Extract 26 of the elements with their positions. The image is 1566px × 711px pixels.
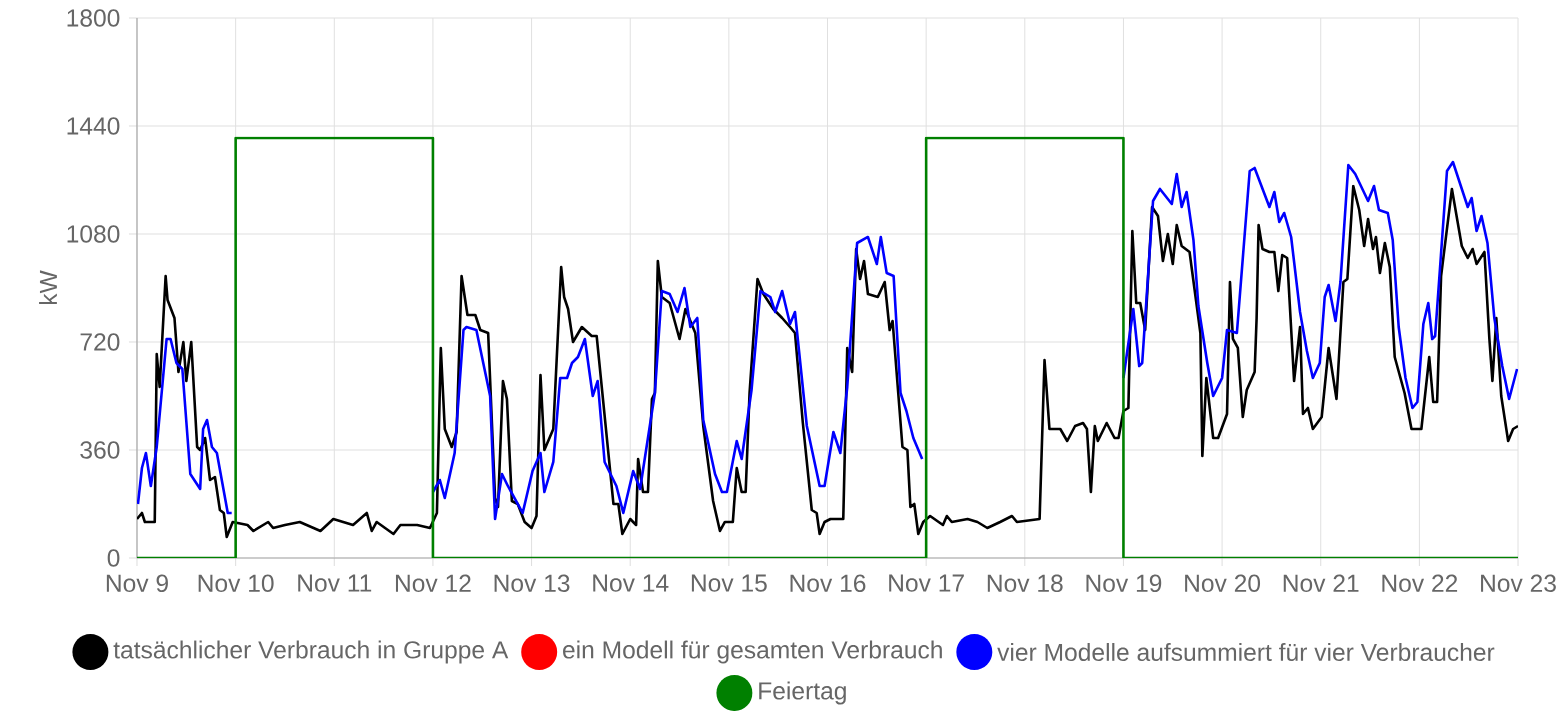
x-tick-label: Nov 17 bbox=[889, 574, 964, 592]
y-tick-label: 1440 bbox=[67, 117, 120, 135]
legend-label: Feiertag bbox=[759, 681, 846, 705]
x-tick-label: Nov 20 bbox=[1185, 574, 1261, 593]
x-tick-label: Nov 10 bbox=[198, 574, 274, 593]
y-tick-label: 720 bbox=[80, 333, 120, 351]
y-axis-title: kW bbox=[39, 270, 57, 305]
x-tick-label: Nov 22 bbox=[1382, 574, 1458, 593]
x-tick-label: Nov 14 bbox=[593, 574, 669, 592]
x-tick-label: Nov 12 bbox=[395, 574, 471, 593]
x-tick-label: Nov 23 bbox=[1481, 574, 1556, 593]
x-tick-label: Nov 9 bbox=[106, 574, 168, 593]
y-tick-label: 0 bbox=[107, 549, 120, 567]
y-tick-label: 360 bbox=[80, 441, 120, 459]
x-tick-label: Nov 15 bbox=[691, 574, 767, 592]
legend-label: vier Modelle aufsummiert für vier Verbraucher bbox=[997, 642, 1495, 662]
x-tick-label: Nov 13 bbox=[494, 574, 570, 593]
legend-label: ein Modell für gesamten Verbrauch bbox=[563, 640, 942, 664]
x-tick-label: Nov 21 bbox=[1283, 574, 1359, 593]
y-tick-label: 1080 bbox=[67, 225, 120, 243]
x-tick-label: Nov 11 bbox=[298, 574, 372, 592]
legend-label: tatsächlicher Verbrauch in Gruppe A bbox=[113, 640, 509, 664]
x-tick-label: Nov 16 bbox=[790, 574, 866, 593]
y-tick-label: 1800 bbox=[67, 9, 120, 27]
x-tick-label: Nov 19 bbox=[1086, 574, 1162, 593]
x-tick-label: Nov 18 bbox=[987, 574, 1063, 593]
